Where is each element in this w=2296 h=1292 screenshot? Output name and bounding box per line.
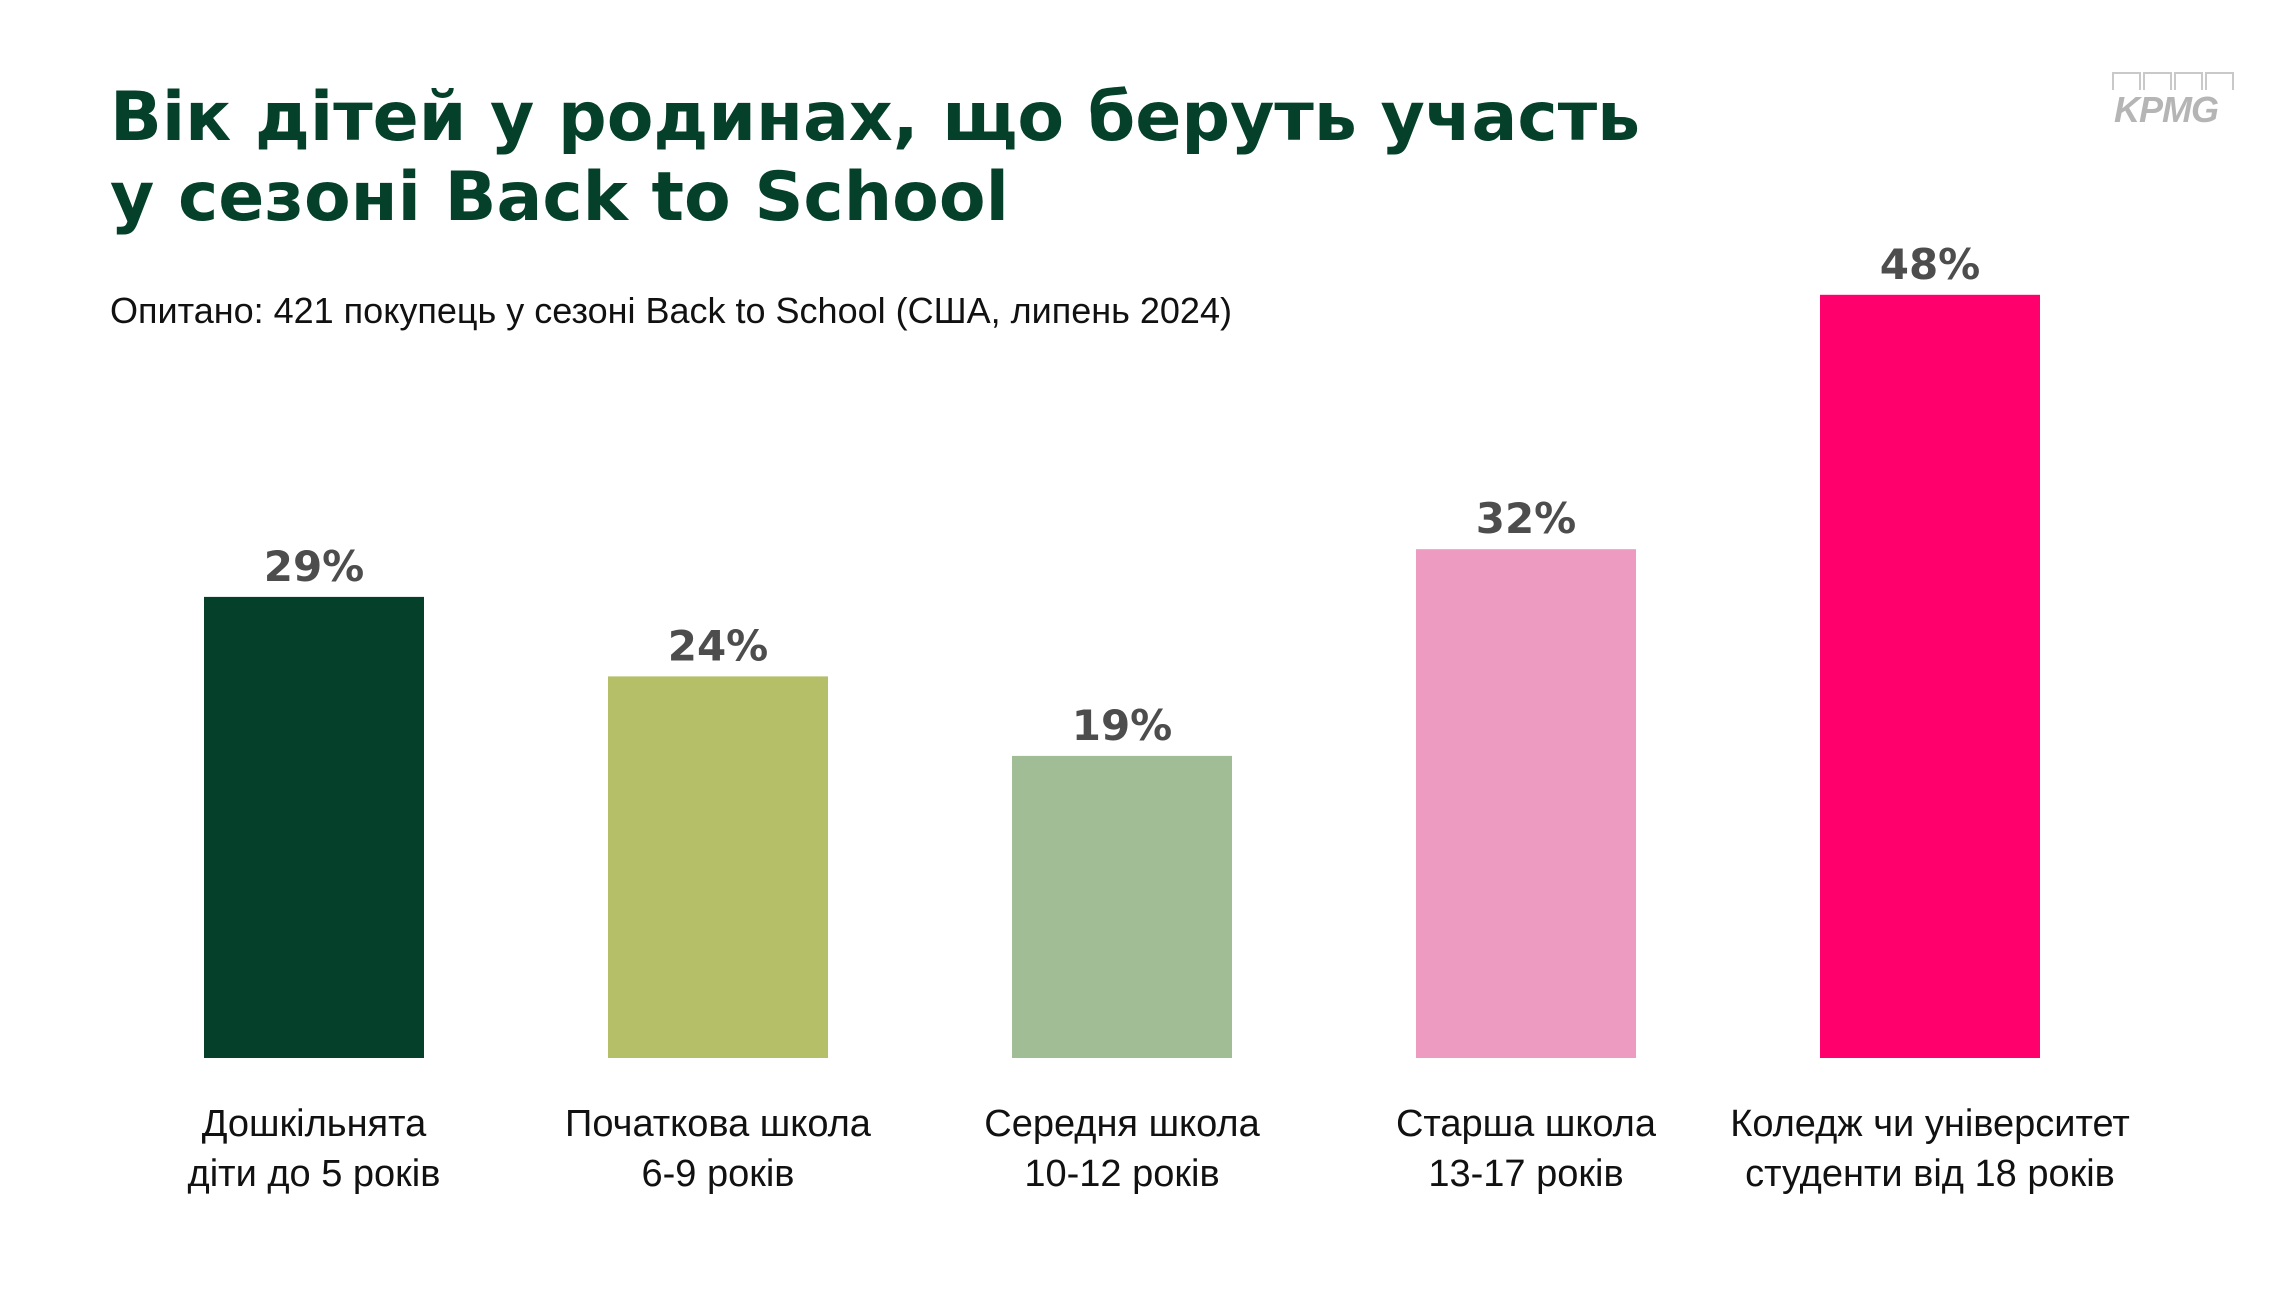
bar-1 [204, 596, 424, 1058]
bar-3 [1012, 755, 1232, 1058]
value-label-2: 24% [668, 621, 769, 670]
title-line-2: у сезоні Back to School [110, 158, 1009, 237]
category-label-5-line-2: студенти від 18 років [1745, 1153, 2115, 1195]
category-label-3-line-1: Середня школа [984, 1103, 1260, 1145]
category-label-2-line-1: Початкова школа [565, 1103, 872, 1145]
logo-text: KPMG [2112, 90, 2244, 130]
category-label-4-line-1: Старша школа [1396, 1103, 1657, 1145]
title-line-1: Вік дітей у родинах, що беруть участь [110, 78, 1641, 157]
value-label-4: 32% [1476, 494, 1577, 543]
category-label-1-line-2: діти до 5 років [188, 1153, 441, 1195]
category-label-2-line-2: 6-9 років [641, 1153, 794, 1195]
bar-2 [608, 676, 828, 1058]
value-label-5: 48% [1880, 240, 1981, 289]
category-label-5-line-1: Коледж чи університет [1730, 1103, 2130, 1145]
page-title: Вік дітей у родинах, що беруть участь у … [110, 78, 2010, 238]
chart-subtitle: Опитано: 421 покупець у сезоні Back to S… [110, 290, 1232, 331]
category-label-1-line-1: Дошкільнята [202, 1103, 427, 1145]
category-label-4-line-2: 13-17 років [1428, 1153, 1623, 1195]
kpmg-logo: KPMG [2112, 72, 2244, 136]
value-label-1: 29% [264, 542, 365, 591]
value-label-3: 19% [1072, 701, 1173, 750]
bar-4 [1416, 549, 1636, 1058]
category-label-3-line-2: 10-12 років [1024, 1153, 1219, 1195]
bar-5 [1820, 294, 2040, 1058]
